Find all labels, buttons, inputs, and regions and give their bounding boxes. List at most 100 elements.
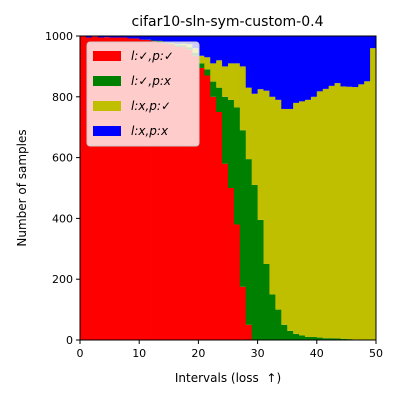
y-tick-label-0: 0 — [66, 334, 73, 347]
bar-segment-s3-x44 — [340, 36, 347, 87]
bar-segment-s3-x13 — [156, 36, 164, 41]
bar-segment-s3-x34 — [281, 36, 288, 109]
bar-segment-s2-x45 — [346, 86, 353, 340]
bar-segment-s3-x42 — [328, 36, 335, 86]
bar-segment-s3-x22 — [210, 36, 217, 64]
bar-segment-s3-x12 — [151, 36, 158, 41]
bar-segment-s3-x15 — [168, 36, 176, 43]
bar-segment-s3-x5 — [109, 36, 116, 38]
bar-segment-s3-x28 — [245, 36, 253, 88]
bar-segment-s0-x21 — [204, 75, 211, 341]
bar-segment-s0-x12 — [151, 41, 158, 341]
bar-segment-s1-x28 — [245, 159, 253, 325]
bar-segment-s2-x41 — [322, 88, 330, 339]
bar-segment-s0-x23 — [216, 112, 223, 340]
bar-segment-s3-x25 — [228, 36, 235, 64]
bar-segment-s3-x11 — [145, 36, 152, 40]
bar-segment-s1-x36 — [293, 333, 300, 340]
legend-swatch-1 — [93, 76, 121, 86]
bar-segment-s3-x31 — [263, 36, 270, 91]
bar-segment-s3-x9 — [133, 36, 140, 39]
legend-label-2: l:x,p:✓ — [131, 99, 171, 113]
legend-label-0: l:✓,p:✓ — [131, 49, 174, 63]
bar-segment-s3-x47 — [358, 36, 365, 85]
bar-segment-s3-x23 — [216, 36, 223, 61]
bar-segment-s2-x47 — [358, 84, 365, 340]
bar-segment-s0-x15 — [168, 44, 176, 340]
bar-segment-s3-x17 — [180, 36, 187, 44]
bar-segment-s3-x6 — [115, 36, 122, 38]
bar-segment-s1-x42 — [328, 338, 335, 340]
bar-segment-s0-x24 — [222, 163, 229, 340]
bar-segment-s1-x30 — [257, 219, 264, 340]
bar-segment-s1-x38 — [304, 336, 312, 340]
bar-segment-s1-x27 — [239, 130, 247, 287]
bar-segment-s0-x11 — [145, 39, 152, 340]
bar-segment-s2-x22 — [210, 63, 217, 82]
bar-segment-s3-x49 — [370, 36, 377, 49]
bar-segment-s1-x13 — [156, 40, 164, 42]
bar-segment-s2-x42 — [328, 85, 335, 339]
legend-label-1: l:✓,p:x — [131, 74, 172, 88]
bar-segment-s3-x14 — [162, 36, 170, 43]
bar-segment-s2-x29 — [251, 93, 258, 185]
bar-segment-s2-x48 — [364, 81, 371, 340]
bars-group — [80, 36, 377, 341]
bar-segment-s0-x8 — [127, 38, 134, 341]
bar-segment-s2-x49 — [370, 48, 377, 340]
bar-segment-s0-x7 — [121, 37, 128, 341]
bar-segment-s1-x37 — [299, 335, 306, 340]
y-tick-label-5: 1000 — [45, 30, 73, 43]
legend-label-3: l:x,p:x — [131, 124, 169, 138]
bar-segment-s3-x36 — [293, 36, 300, 103]
bar-segment-s2-x44 — [340, 86, 347, 339]
bar-segment-s3-x20 — [198, 36, 205, 56]
bar-segment-s1-x24 — [222, 96, 229, 164]
bar-segment-s1-x31 — [263, 264, 270, 340]
bar-segment-s0-x9 — [133, 38, 140, 341]
bar-segment-s1-x32 — [269, 294, 276, 340]
legend-box — [86, 41, 200, 147]
bar-segment-s3-x16 — [174, 36, 182, 44]
legend-swatch-2 — [93, 101, 121, 111]
bar-segment-s1-x44 — [340, 338, 347, 340]
x-axis: 0 10 20 30 40 50 — [77, 340, 383, 360]
bar-segment-s1-x26 — [233, 107, 241, 225]
bar-segment-s0-x13 — [156, 41, 164, 340]
bar-segment-s2-x36 — [293, 102, 300, 334]
bar-segment-s1-x20 — [198, 63, 205, 68]
x-tick-label-4: 40 — [310, 347, 324, 360]
bar-segment-s0-x1 — [85, 37, 93, 341]
bar-segment-s1-x12 — [151, 40, 158, 42]
bar-segment-s0-x20 — [198, 67, 205, 341]
bar-segment-s2-x24 — [222, 66, 229, 97]
bar-segment-s1-x41 — [322, 338, 330, 340]
bar-segment-s3-x32 — [269, 36, 276, 97]
y-tick-label-4: 800 — [52, 91, 73, 104]
bar-segment-s3-x33 — [275, 36, 282, 100]
bar-segment-s3-x45 — [346, 36, 353, 87]
bar-segment-s2-x43 — [334, 83, 341, 339]
bar-segment-s2-x33 — [275, 99, 282, 310]
y-axis-label: Number of samples — [15, 129, 29, 246]
bar-segment-s3-x39 — [310, 36, 318, 97]
bar-segment-s0-x18 — [186, 49, 193, 341]
bar-segment-s1-x22 — [210, 81, 217, 97]
bar-segment-s1-x43 — [334, 338, 341, 340]
bar-segment-s0-x5 — [109, 37, 116, 341]
bar-segment-s0-x28 — [245, 324, 253, 340]
bar-segment-s1-x29 — [251, 184, 258, 340]
bar-segment-s2-x26 — [233, 63, 241, 108]
plot-frame — [79, 35, 377, 341]
bar-segment-s0-x14 — [162, 43, 170, 340]
bar-segment-s1-x35 — [287, 330, 294, 340]
bar-segment-s3-x18 — [186, 36, 193, 45]
bar-segment-s0-x25 — [228, 188, 235, 340]
bar-segment-s0-x6 — [115, 37, 122, 341]
bar-segment-s3-x3 — [97, 36, 105, 38]
bar-segment-s1-x21 — [204, 69, 211, 76]
y-tick-label-1: 200 — [52, 273, 73, 286]
bar-segment-s3-x38 — [304, 36, 312, 100]
bar-segment-s0-x26 — [233, 224, 241, 340]
bar-segment-s1-x23 — [216, 87, 223, 112]
